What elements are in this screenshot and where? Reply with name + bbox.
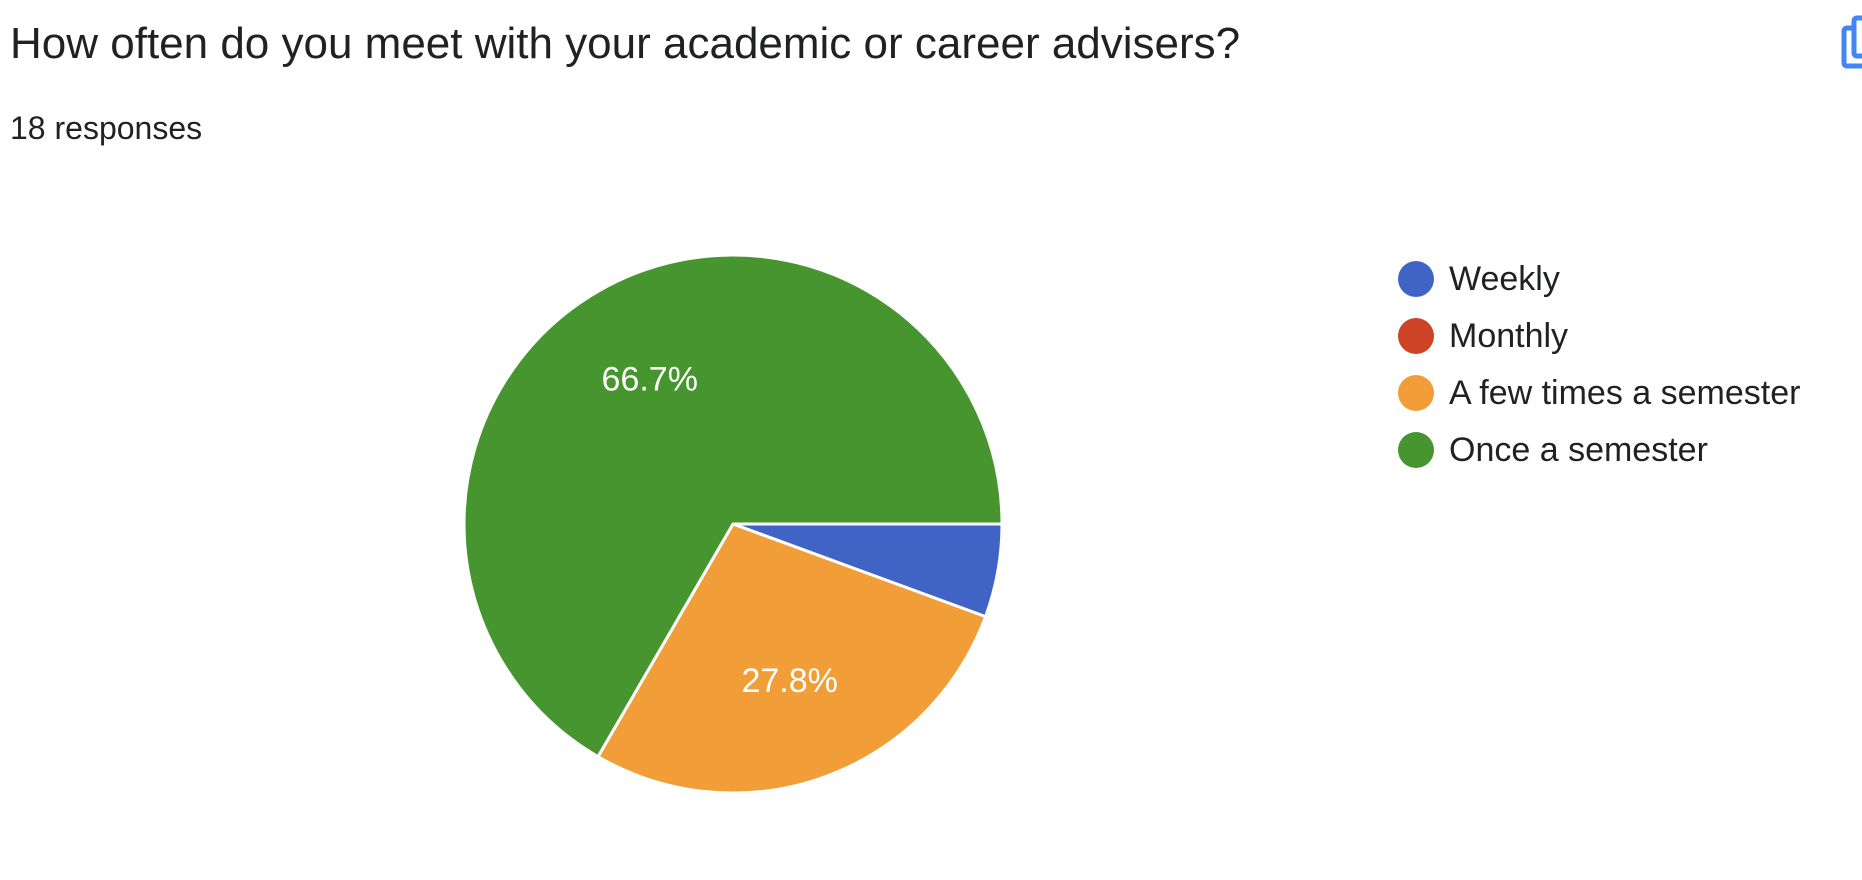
legend-swatch xyxy=(1398,431,1434,468)
pie-slice-once-a-semester[interactable] xyxy=(462,253,1004,759)
legend-swatch xyxy=(1398,317,1434,354)
chart-legend: Weekly Monthly A few times a semester Once … xyxy=(1398,250,1800,478)
copy-chart-icon xyxy=(1841,15,1862,69)
legend-item-once-a-semester[interactable]: Once a semester xyxy=(1398,421,1800,478)
legend-item-weekly[interactable]: Weekly xyxy=(1398,250,1800,307)
legend-item-a-few-times-a-semester[interactable]: A few times a semester xyxy=(1398,364,1800,421)
legend-swatch xyxy=(1398,260,1434,297)
legend-label: Weekly xyxy=(1449,259,1560,298)
legend-swatch xyxy=(1398,374,1434,411)
slice-label-a-few-times-a-semester: 27.8% xyxy=(741,662,837,700)
slice-label-once-a-semester: 66.7% xyxy=(602,360,698,398)
legend-label: Monthly xyxy=(1449,316,1569,355)
legend-label: A few times a semester xyxy=(1449,373,1801,412)
question-title: How often do you meet with your academic… xyxy=(10,19,1241,68)
copy-chart-button[interactable] xyxy=(1838,14,1862,74)
response-count: 18 responses xyxy=(10,110,203,146)
legend-label: Once a semester xyxy=(1449,430,1708,469)
legend-item-monthly[interactable]: Monthly xyxy=(1398,307,1800,364)
